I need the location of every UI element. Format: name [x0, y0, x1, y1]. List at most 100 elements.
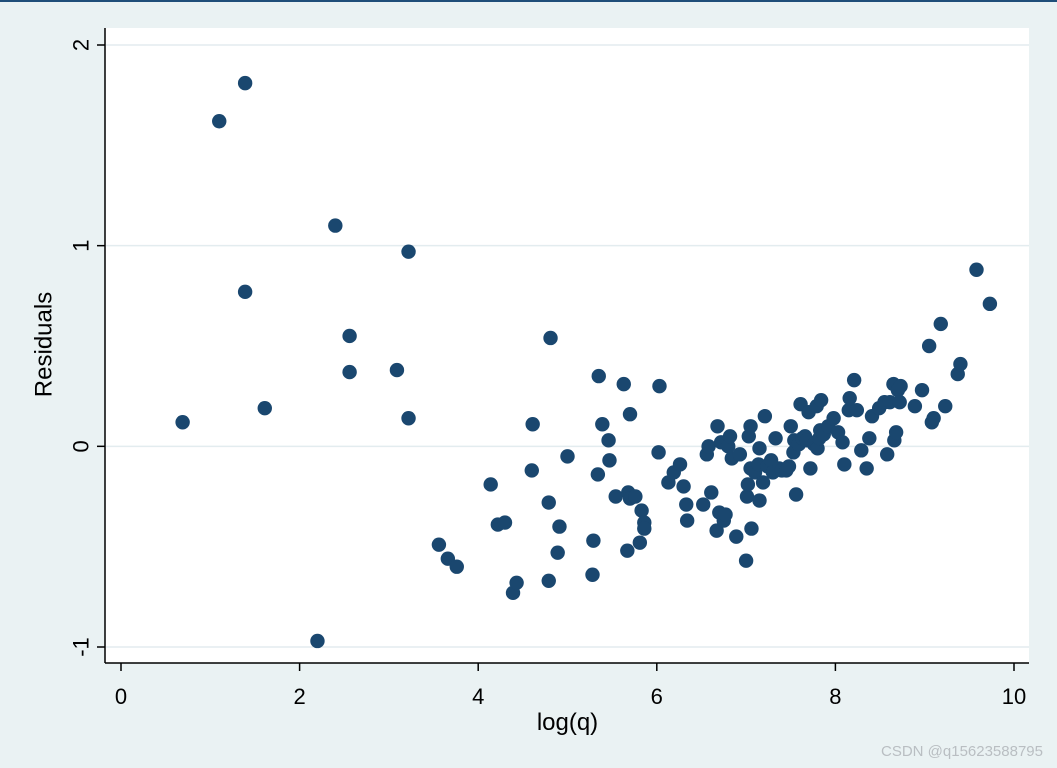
data-point-71 — [740, 477, 756, 492]
data-point-46 — [651, 445, 666, 460]
data-point-78 — [752, 493, 767, 508]
y-axis-title: Residuals — [31, 292, 58, 397]
data-point-100 — [803, 461, 818, 476]
data-point-4 — [257, 401, 272, 416]
x-tick-label-3: 6 — [651, 684, 663, 709]
data-point-0 — [175, 415, 190, 430]
data-point-70 — [739, 489, 755, 504]
data-point-112 — [837, 457, 852, 472]
data-point-132 — [914, 382, 930, 398]
data-point-109 — [826, 411, 841, 426]
data-point-133 — [921, 338, 937, 354]
data-point-28 — [585, 567, 600, 582]
data-point-140 — [969, 262, 984, 277]
data-point-59 — [710, 419, 725, 434]
y-tick-label-3: 2 — [69, 39, 94, 51]
data-point-27 — [560, 449, 575, 464]
data-point-68 — [732, 447, 748, 462]
data-point-63 — [718, 507, 733, 522]
data-point-139 — [953, 356, 968, 372]
data-point-53 — [679, 513, 695, 528]
data-point-54 — [696, 497, 711, 512]
data-point-75 — [744, 521, 759, 536]
data-point-137 — [938, 399, 953, 414]
data-point-9 — [389, 362, 405, 378]
data-point-131 — [907, 399, 923, 414]
x-tick-label-0: 0 — [115, 684, 127, 709]
gridlines — [106, 44, 1029, 648]
axes — [104, 28, 1029, 664]
data-point-6 — [328, 218, 343, 233]
data-point-31 — [591, 368, 606, 384]
data-point-12 — [431, 537, 447, 552]
data-point-119 — [862, 431, 877, 446]
data-point-129 — [892, 394, 907, 410]
data-point-111 — [835, 435, 850, 450]
data-point-136 — [933, 316, 948, 332]
data-point-56 — [701, 439, 716, 454]
data-point-52 — [679, 497, 694, 512]
data-point-20 — [524, 463, 539, 478]
y-tick-label-0: -1 — [69, 637, 94, 657]
data-point-40 — [622, 407, 638, 422]
data-point-17 — [497, 515, 513, 530]
data-point-32 — [595, 417, 610, 432]
data-point-22 — [541, 495, 556, 510]
data-point-90 — [783, 419, 798, 434]
data-point-114 — [842, 390, 857, 406]
data-point-65 — [722, 429, 738, 444]
data-point-67 — [729, 529, 744, 544]
data-point-127 — [888, 425, 904, 440]
data-point-23 — [541, 573, 556, 588]
data-point-19 — [509, 575, 524, 590]
data-point-47 — [652, 378, 667, 394]
data-point-3 — [237, 284, 253, 300]
data-point-89 — [781, 459, 797, 474]
x-tick-label-5: 10 — [1002, 684, 1026, 709]
data-point-10 — [401, 244, 416, 259]
data-point-42 — [632, 535, 648, 550]
data-point-115 — [846, 372, 862, 388]
data-point-123 — [879, 447, 895, 462]
plot-area — [105, 28, 1029, 663]
data-point-45 — [637, 521, 652, 536]
top-border — [0, 0, 1057, 2]
data-point-29 — [586, 533, 601, 548]
data-point-2 — [237, 75, 253, 91]
watermark: CSDN @q15623588795 — [880, 743, 1043, 760]
data-point-117 — [854, 443, 869, 458]
data-point-50 — [672, 457, 688, 472]
data-point-141 — [982, 296, 998, 312]
data-point-69 — [738, 553, 754, 568]
data-point-80 — [755, 475, 771, 490]
data-point-33 — [601, 433, 616, 448]
data-point-51 — [676, 479, 691, 494]
data-point-8 — [342, 364, 357, 380]
y-tick-label-1: 0 — [69, 440, 94, 452]
data-point-74 — [743, 419, 758, 434]
data-point-7 — [342, 328, 357, 344]
data-point-5 — [310, 633, 325, 649]
data-point-106 — [813, 392, 829, 408]
data-point-34 — [602, 453, 617, 468]
data-point-36 — [616, 376, 631, 392]
data-point-58 — [709, 523, 724, 538]
ticks: 0 2 4 6 8 10 -1 0 1 2 — [69, 39, 1027, 709]
data-point-116 — [849, 403, 865, 418]
data-point-25 — [550, 545, 565, 560]
x-tick-label-4: 8 — [829, 684, 841, 709]
data-point-135 — [926, 411, 941, 426]
data-point-14 — [449, 559, 464, 574]
data-point-43 — [634, 503, 649, 518]
data-point-37 — [620, 543, 635, 558]
x-axis-title: log(q) — [537, 709, 598, 736]
data-point-21 — [525, 417, 540, 432]
data-point-57 — [704, 485, 719, 500]
data-point-15 — [483, 477, 498, 492]
data-point-11 — [401, 411, 416, 426]
data-point-1 — [212, 114, 227, 129]
data-point-41 — [628, 489, 643, 504]
data-point-93 — [788, 487, 804, 502]
data-point-130 — [893, 378, 908, 394]
